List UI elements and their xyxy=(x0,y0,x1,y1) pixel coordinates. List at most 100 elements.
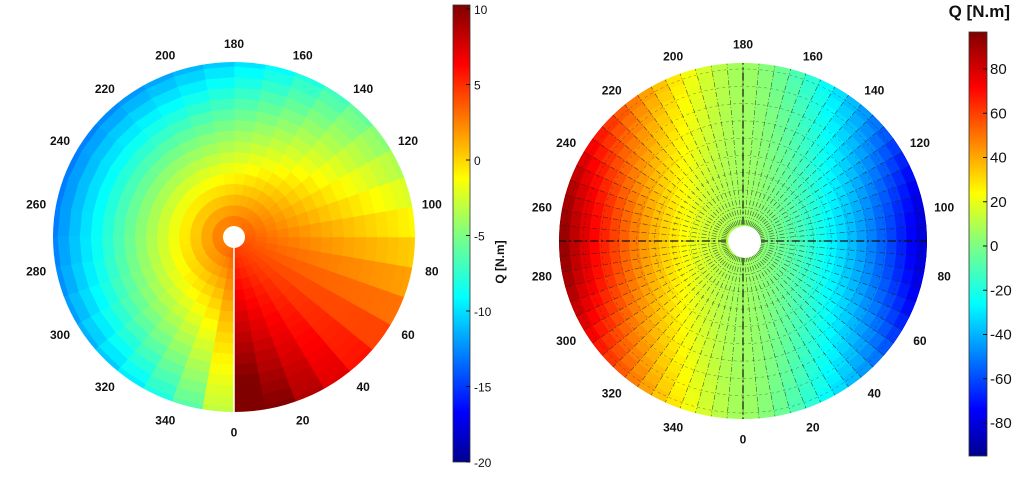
colorbar-left-bar xyxy=(452,4,471,463)
polar-map-left-angle-tick: 260 xyxy=(26,197,46,211)
polar-map-right-cell xyxy=(717,368,732,381)
polar-map-right-gridline xyxy=(659,67,737,227)
polar-map-right-cell xyxy=(742,312,751,324)
polar-map-left-cell xyxy=(233,341,256,355)
polar-map-right-angle-tick: 40 xyxy=(868,386,882,400)
colorbar-right-tick-label: -60 xyxy=(990,371,1012,388)
polar-map-right-cell xyxy=(817,240,828,249)
polar-map-left-cell xyxy=(233,183,244,196)
polar-map-right-cell xyxy=(758,415,777,419)
polar-map-right-gridline xyxy=(748,256,811,419)
polar-map-right-cell xyxy=(568,226,581,242)
polar-map-right-angle-tick: 240 xyxy=(556,136,576,150)
polar-map-right-gridline xyxy=(747,63,795,226)
polar-map-right-cell xyxy=(678,235,689,242)
polar-map-left-angle-tick: 40 xyxy=(356,380,370,394)
polar-map-left-cell xyxy=(298,223,312,238)
polar-map-left-cell xyxy=(288,236,301,249)
polar-map-right-cell xyxy=(658,226,670,235)
polar-map-right-cell xyxy=(568,240,581,256)
polar-map-right-cell xyxy=(578,226,590,242)
polar-map-right-cell xyxy=(742,360,755,372)
polar-map-right-cell xyxy=(721,349,734,362)
polar-map-left-cell xyxy=(218,310,235,323)
polar-map-right-gridline xyxy=(615,253,733,388)
polar-map-right-cell xyxy=(753,111,767,123)
polar-map-right-grid xyxy=(559,63,927,419)
polar-map-right-cell xyxy=(735,158,744,170)
polar-map-left-angle-tick: 280 xyxy=(26,265,46,279)
polar-map-right-cell xyxy=(816,247,828,256)
polar-map-right-gridline xyxy=(725,63,742,225)
polar-map-right-gridline xyxy=(725,257,742,419)
polar-map-right-angle-tick: 280 xyxy=(532,269,552,283)
polar-map-right-cell xyxy=(742,139,753,151)
polar-map-right-gridline xyxy=(559,207,727,239)
polar-map-left-cell xyxy=(53,205,61,238)
polar-map-right-cell xyxy=(608,240,620,253)
polar-map-right-cell xyxy=(835,248,848,259)
polar-map-left-cell xyxy=(212,119,235,133)
polar-map-right-cell xyxy=(729,379,744,391)
polar-map-left-cell xyxy=(134,219,148,238)
polar-map-left-cell xyxy=(233,310,250,323)
polar-map-right-gridline xyxy=(559,242,727,258)
polar-map-right: 0 20 40 60 80 100 120 140 160 180 200 220 240 260 280 3… xyxy=(532,37,955,446)
polar-map-right-angle-tick: 140 xyxy=(864,84,884,98)
polar-map-right-cell xyxy=(742,130,754,141)
polar-map-right-gridline xyxy=(749,67,827,227)
polar-map-left-cell xyxy=(342,216,356,238)
polar-map-right-gridline xyxy=(759,224,927,240)
polar-map-right-cell xyxy=(578,240,590,256)
colorbar-left-tick-label: -15 xyxy=(474,381,492,395)
polar-map-left-cell xyxy=(123,236,137,256)
polar-map-right-angle-tick: 200 xyxy=(663,49,683,63)
polar-map-left-cell xyxy=(145,236,159,253)
polar-map-right-gridline xyxy=(559,243,727,275)
polar-map-right-cell xyxy=(559,240,561,258)
polar-map-right-cell xyxy=(742,408,760,419)
polar-map-right-cell xyxy=(826,240,838,250)
polar-map-right-cell xyxy=(874,216,887,230)
polar-map-right-cell xyxy=(599,252,612,266)
polar-map-left-angle-tick: 180 xyxy=(224,37,244,51)
polar-map-right-cell xyxy=(729,91,744,103)
polar-map-left-cell xyxy=(233,172,246,185)
colorbar-right-tick-label: 80 xyxy=(990,61,1007,78)
polar-map-left-cell xyxy=(123,218,137,238)
polar-map-right-gridline xyxy=(744,63,761,225)
polar-map-right-cell xyxy=(846,240,858,251)
polar-map-right-cell xyxy=(742,350,755,362)
polar-map-right-cell xyxy=(648,224,661,235)
polar-map-left-cell xyxy=(178,227,191,238)
polar-map-right-gridline xyxy=(675,256,738,419)
polar-map-right-cell xyxy=(559,240,571,257)
polar-map-left-cell xyxy=(212,341,235,355)
polar-map-right-gridline xyxy=(744,257,761,419)
polar-map-right-cell xyxy=(925,240,927,258)
polar-map-right-cell xyxy=(896,240,908,256)
polar-map-right-cell xyxy=(742,398,759,410)
polar-map-right-cell xyxy=(719,111,733,123)
polar-map-right-gridline xyxy=(759,242,927,258)
polar-map-left-cell xyxy=(224,278,235,291)
polar-map-right-cell xyxy=(754,101,769,114)
polar-map-right-cell xyxy=(742,341,754,352)
polar-map-left-cell xyxy=(320,219,334,238)
polar-map-right-cell xyxy=(731,120,744,132)
polar-map-right-cell xyxy=(732,341,744,352)
polar-map-right-cell xyxy=(742,120,755,132)
polar-map-right-cell xyxy=(619,219,631,232)
polar-map-right-cell xyxy=(618,240,630,252)
polar-map-right-angle-tick: 100 xyxy=(934,201,954,215)
polar-map-left-cell xyxy=(233,119,256,133)
polar-map-left-cell xyxy=(112,216,126,238)
polar-map-right-cell xyxy=(865,251,877,264)
polar-map-right-gridline xyxy=(759,207,927,239)
polar-map-right-cell xyxy=(742,110,755,122)
polar-map-right-gridline xyxy=(675,63,738,226)
polar-map-right-cell xyxy=(731,110,744,122)
polar-map-right-angle-tick: 320 xyxy=(602,386,622,400)
polar-map-right-cell xyxy=(855,219,867,232)
polar-map-left-cell xyxy=(320,236,334,255)
